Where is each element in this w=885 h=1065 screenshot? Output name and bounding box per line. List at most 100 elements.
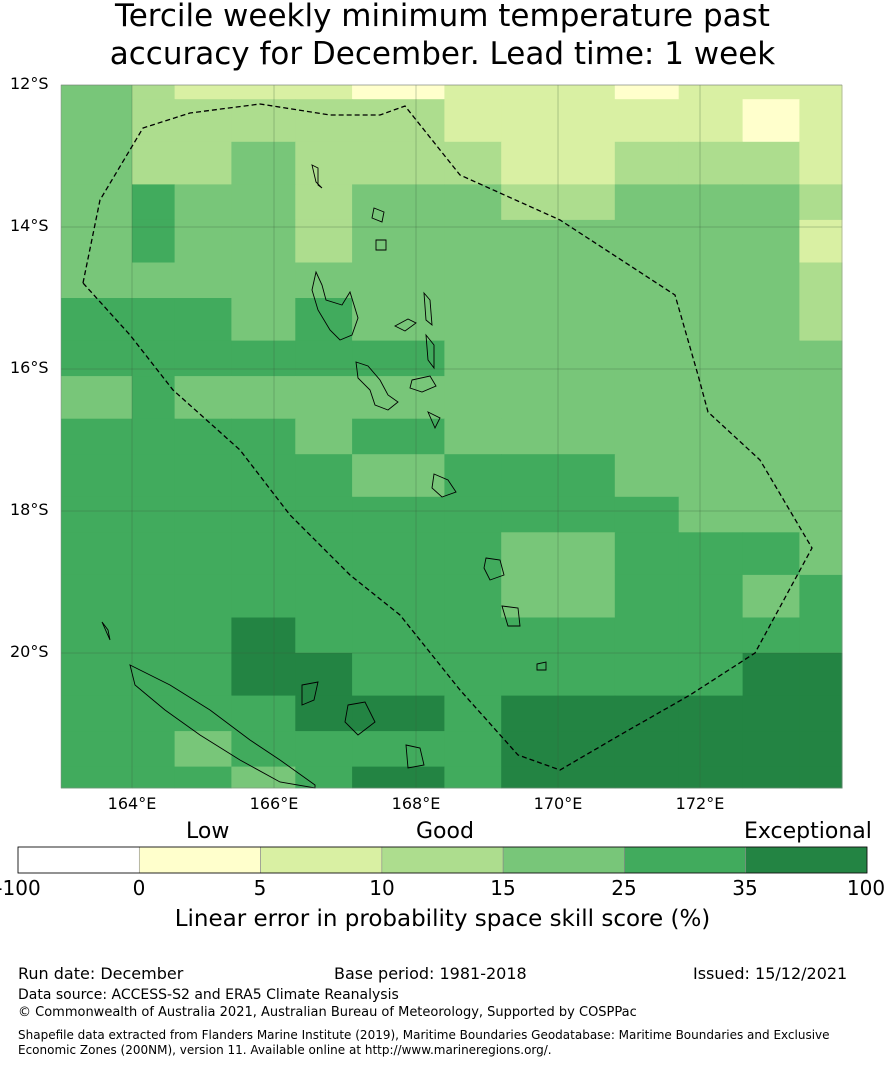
heatmap-cell: [799, 376, 843, 420]
heatmap-cell: [295, 85, 353, 100]
heatmap-cell: [231, 766, 296, 789]
lat-label-12s: 12°S: [10, 74, 49, 93]
heatmap-cell: [132, 454, 176, 498]
heatmap-cell: [61, 141, 133, 185]
heatmap-cell: [352, 262, 445, 299]
heatmap-cell: [352, 376, 445, 420]
title-line-2: accuracy for December. Lead time: 1 week: [109, 36, 776, 72]
island-gaua: [375, 239, 387, 251]
heatmap-cell: [352, 766, 445, 789]
heatmap-cell: [295, 219, 353, 263]
island-lifou: [344, 701, 376, 736]
island-maewo: [423, 291, 433, 327]
heatmap-cell: [678, 695, 744, 732]
heatmap-cell: [61, 418, 133, 455]
heatmap-cell: [444, 141, 502, 185]
heatmap-cell: [231, 695, 296, 732]
shapefile-credit-1: Shapefile data extracted from Flanders M…: [18, 1028, 830, 1042]
heatmap-cell: [614, 532, 680, 576]
heatmap-cell: [61, 298, 133, 342]
heatmap-cell: [742, 298, 800, 342]
heatmap-cell: [614, 766, 680, 789]
heatmap-cells: [61, 85, 843, 789]
heatmap-cell: [352, 418, 445, 455]
heatmap-cell: [444, 454, 502, 498]
heatmap-cell: [174, 418, 232, 455]
heatmap-cell: [132, 219, 176, 263]
heatmap-cell: [132, 496, 176, 533]
heatmap-cell: [295, 731, 353, 768]
heatmap-cell: [295, 695, 353, 732]
heatmap-cell: [231, 340, 296, 377]
heatmap-cell: [132, 85, 176, 100]
heatmap-cell: [352, 574, 445, 618]
heatmap-cell: [231, 219, 296, 263]
heatmap-cell: [61, 574, 133, 618]
lat-label-16s: 16°S: [10, 358, 49, 377]
colorbar-tick: 25: [611, 876, 637, 900]
colorbar-title: Linear error in probability space skill …: [174, 906, 711, 932]
heatmap-cell: [295, 340, 353, 377]
colorbar-tick: 0: [132, 876, 146, 900]
heatmap-cell: [231, 298, 296, 342]
heatmap-cell: [678, 731, 744, 768]
heatmap-cell: [132, 653, 176, 697]
island-epi: [427, 411, 441, 430]
heatmap-cell: [678, 340, 744, 377]
heatmap-cell: [132, 574, 176, 618]
lat-label-18s: 18°S: [10, 500, 49, 519]
heatmap-cell: [444, 219, 502, 263]
base-period: Base period: 1981-2018: [334, 964, 527, 983]
colorbar-tick: 15: [490, 876, 516, 900]
heatmap-cell: [799, 99, 843, 143]
heatmap-cell: [231, 376, 296, 420]
heatmap-cell: [742, 532, 800, 576]
heatmap-cell: [678, 532, 744, 576]
heatmap-cell: [61, 731, 133, 768]
heatmap-cell: [444, 496, 502, 533]
island-erromango: [483, 557, 505, 581]
heatmap-cell: [742, 454, 800, 498]
heatmap-cell: [352, 85, 445, 100]
heatmap-cell: [678, 298, 744, 342]
category-label-low: Low: [186, 819, 230, 844]
heatmap-cell: [352, 141, 445, 185]
heatmap-cell: [352, 695, 445, 732]
heatmap-cell: [61, 262, 133, 299]
heatmap-cell: [132, 695, 176, 732]
heatmap-cell: [678, 85, 744, 100]
island-mare: [405, 744, 425, 769]
heatmap-cell: [231, 418, 296, 455]
heatmap-cell: [799, 298, 843, 342]
heatmap-cell: [352, 184, 445, 221]
heatmap-cell: [444, 376, 502, 420]
heatmap-cell: [614, 141, 680, 185]
heatmap-cell: [799, 454, 843, 498]
heatmap-cell: [799, 340, 843, 377]
island-ambae: [394, 318, 417, 332]
lon-label-172e: 172°E: [675, 794, 725, 813]
colorbar-frame: [17, 846, 868, 874]
heatmap-cell: [742, 617, 800, 654]
heatmap-cell: [678, 454, 744, 498]
island-ambrym: [409, 375, 437, 393]
heatmap-cell: [614, 418, 680, 455]
heatmap-cell: [444, 695, 502, 732]
heatmap-cell: [799, 85, 843, 100]
heatmap-cell: [799, 141, 843, 185]
heatmap-cell: [742, 496, 800, 533]
heatmap-cell: [295, 418, 353, 455]
heatmap-cell: [742, 418, 800, 455]
heatmap-cell: [231, 262, 296, 299]
heatmap-cell: [799, 617, 843, 654]
lon-label-170e: 170°E: [533, 794, 583, 813]
heatmap-cell: [742, 766, 800, 789]
heatmap-cell: [231, 454, 296, 498]
heatmap-cell: [174, 141, 232, 185]
heatmap-cell: [614, 219, 680, 263]
colorbar-tick: 5: [253, 876, 267, 900]
heatmap-cell: [295, 766, 353, 789]
heatmap-cell: [352, 532, 445, 576]
heatmap-cell: [444, 262, 502, 299]
island-belep: [101, 621, 111, 641]
